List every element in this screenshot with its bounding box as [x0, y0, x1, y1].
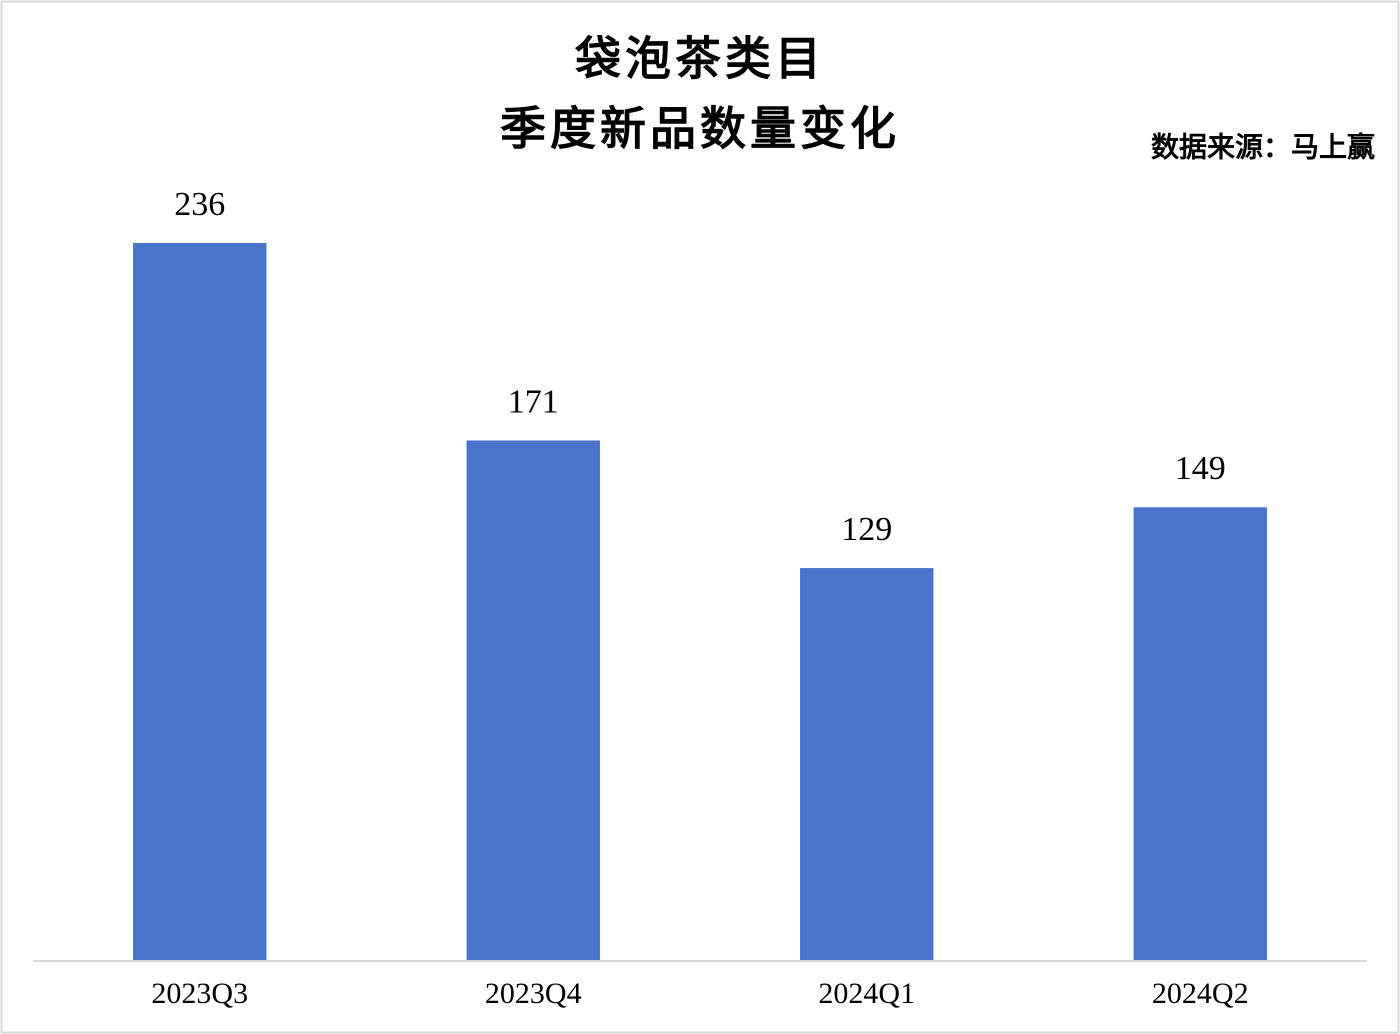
data-label: 171 [508, 383, 559, 420]
data-label: 149 [1175, 450, 1226, 487]
bar [466, 440, 600, 960]
data-label: 129 [841, 511, 892, 548]
bar [1133, 507, 1267, 960]
x-tick-label: 2024Q1 [818, 977, 915, 1010]
bar [800, 568, 934, 960]
source-note: 数据来源：马上赢 [1151, 130, 1375, 163]
data-label: 236 [174, 186, 225, 223]
bar [133, 243, 267, 960]
chart-title: 袋泡茶类目 [574, 34, 825, 85]
x-tick-label: 2023Q3 [151, 977, 248, 1010]
chart-title: 季度新品数量变化 [500, 104, 900, 155]
x-tick-label: 2024Q2 [1152, 977, 1249, 1010]
x-tick-label: 2023Q4 [485, 977, 582, 1010]
